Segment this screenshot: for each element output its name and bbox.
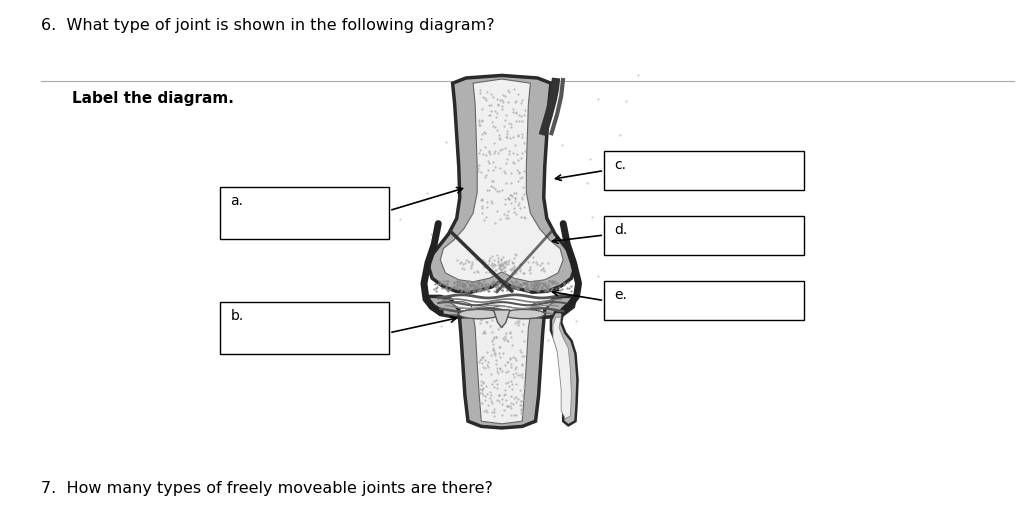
- Polygon shape: [449, 302, 555, 424]
- Ellipse shape: [504, 309, 545, 319]
- Text: Label the diagram.: Label the diagram.: [72, 91, 233, 106]
- FancyBboxPatch shape: [220, 302, 389, 354]
- Polygon shape: [551, 312, 578, 425]
- Text: c.: c.: [614, 158, 627, 172]
- Polygon shape: [553, 317, 571, 419]
- FancyBboxPatch shape: [220, 187, 389, 239]
- Polygon shape: [440, 79, 563, 282]
- FancyBboxPatch shape: [604, 281, 804, 320]
- Text: a.: a.: [230, 194, 244, 209]
- Text: 7.  How many types of freely moveable joints are there?: 7. How many types of freely moveable joi…: [41, 481, 493, 496]
- Text: 6.  What type of joint is shown in the following diagram?: 6. What type of joint is shown in the fo…: [41, 18, 495, 33]
- FancyBboxPatch shape: [604, 216, 804, 255]
- Polygon shape: [494, 310, 510, 328]
- Polygon shape: [428, 296, 575, 428]
- Ellipse shape: [459, 309, 500, 319]
- Text: b.: b.: [230, 309, 244, 323]
- Polygon shape: [428, 75, 575, 292]
- FancyBboxPatch shape: [604, 151, 804, 190]
- Text: e.: e.: [614, 288, 628, 302]
- Text: d.: d.: [614, 223, 628, 237]
